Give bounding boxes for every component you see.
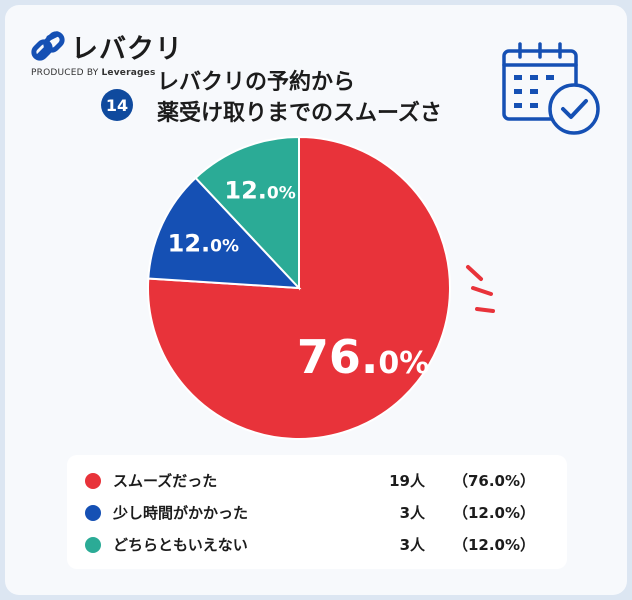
pie-chart: 76.0% 12.0% 12.0%	[147, 135, 495, 440]
legend-row-slow: 少し時間がかかった 3人 （12.0%）	[67, 499, 567, 527]
legend-label: スムーズだった	[113, 472, 218, 490]
produced-company: Leverages	[101, 68, 156, 78]
legend-count: 19人	[389, 472, 425, 490]
brand-logo: レバクリ PRODUCED BY Leverages	[31, 27, 183, 78]
produced-prefix: PRODUCED BY	[31, 68, 99, 78]
legend-row-smooth: スムーズだった 19人 （76.0%）	[67, 467, 567, 495]
slice-data-label: 12.0%	[168, 230, 239, 258]
legend-dot	[85, 473, 101, 489]
legend: スムーズだった 19人 （76.0%） 少し時間がかかった 3人 （12.0%）…	[67, 455, 567, 569]
emphasis-mark	[475, 307, 495, 313]
legend-percent: （12.0%）	[452, 504, 535, 522]
infographic-card: レバクリ PRODUCED BY Leverages 14 レバクリの予約から …	[5, 5, 627, 595]
brand-name: レバクリ	[71, 34, 183, 65]
legend-dot	[85, 537, 101, 553]
produced-by: PRODUCED BY Leverages	[31, 68, 183, 78]
chart-title: レバクリの予約から 薬受け取りまでのスムーズさ	[157, 67, 442, 129]
legend-dot	[85, 505, 101, 521]
link-chain-icon	[31, 30, 65, 61]
emphasis-mark	[466, 265, 483, 281]
legend-label: どちらともいえない	[113, 536, 248, 554]
slice-data-label: 76.0%	[297, 330, 429, 384]
pie-slice	[147, 135, 451, 440]
legend-percent: （76.0%）	[452, 472, 535, 490]
pie-slice	[147, 176, 302, 290]
legend-label: 少し時間がかかった	[113, 504, 249, 522]
slice-data-label: 12.0%	[224, 176, 295, 204]
legend-count: 3人	[399, 536, 425, 554]
pie-slice	[194, 135, 300, 291]
legend-row-neutral: どちらともいえない 3人 （12.0%）	[67, 531, 567, 559]
title-line-2: 薬受け取りまでのスムーズさ	[157, 101, 442, 126]
legend-percent: （12.0%）	[452, 536, 535, 554]
calendar-check-icon	[502, 42, 600, 135]
emphasis-mark	[471, 286, 493, 296]
title-line-1: レバクリの予約から	[157, 70, 356, 95]
legend-count: 3人	[399, 504, 425, 522]
question-number-badge: 14	[101, 89, 133, 121]
